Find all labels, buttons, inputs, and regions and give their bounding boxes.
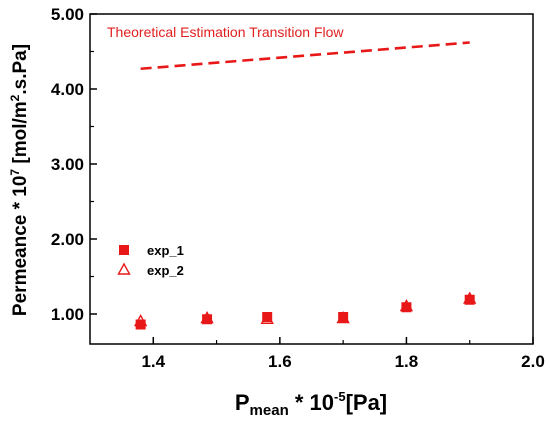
legend-label-exp-2: exp_2 <box>147 263 184 278</box>
exp-1-point <box>135 319 146 330</box>
y-tick-label: 4.00 <box>51 80 84 99</box>
exp-1-point <box>401 302 412 313</box>
x-axis-title: Pmean * 10-5[Pa] <box>235 389 387 419</box>
x-tick-label: 1.6 <box>268 352 292 371</box>
x-tick-label: 1.4 <box>141 352 165 371</box>
y-tick-label: 1.00 <box>51 305 84 324</box>
exp-2-point <box>133 314 148 327</box>
exp-2-point <box>463 291 477 304</box>
legend-label-exp-1: exp_1 <box>147 243 184 258</box>
exp-1-point <box>338 312 349 322</box>
exp-1-point <box>262 312 273 322</box>
legend: exp_1 exp_2 <box>117 243 184 278</box>
annotation-theoretical: Theoretical Estimation Transition Flow <box>107 24 344 40</box>
exp-2-point <box>260 311 274 324</box>
y-tick-label: 5.00 <box>51 5 84 24</box>
y-axis-title: Permeance * 107 [mol/m2.s.Pa] <box>8 44 31 316</box>
exp-1-point <box>464 294 475 305</box>
plot-frame <box>89 13 534 345</box>
legend-marker-exp-2 <box>117 262 131 275</box>
exp-2-point <box>336 311 350 324</box>
x-axis: 1.4 1.6 1.8 2.0 <box>141 337 545 371</box>
y-axis: 1.00 2.00 3.00 4.00 5.00 <box>51 5 97 324</box>
exp-2-point <box>200 311 214 324</box>
plot-area <box>133 41 477 330</box>
theoretical-estimation-line <box>140 41 470 71</box>
exp-1-point <box>202 314 213 325</box>
legend-marker-exp-1 <box>119 245 129 255</box>
y-tick-label: 2.00 <box>51 230 84 249</box>
y-tick-label: 3.00 <box>51 155 84 174</box>
x-tick-label: 1.8 <box>395 352 419 371</box>
x-tick-label: 2.0 <box>521 352 545 371</box>
exp-2-point <box>399 299 414 312</box>
